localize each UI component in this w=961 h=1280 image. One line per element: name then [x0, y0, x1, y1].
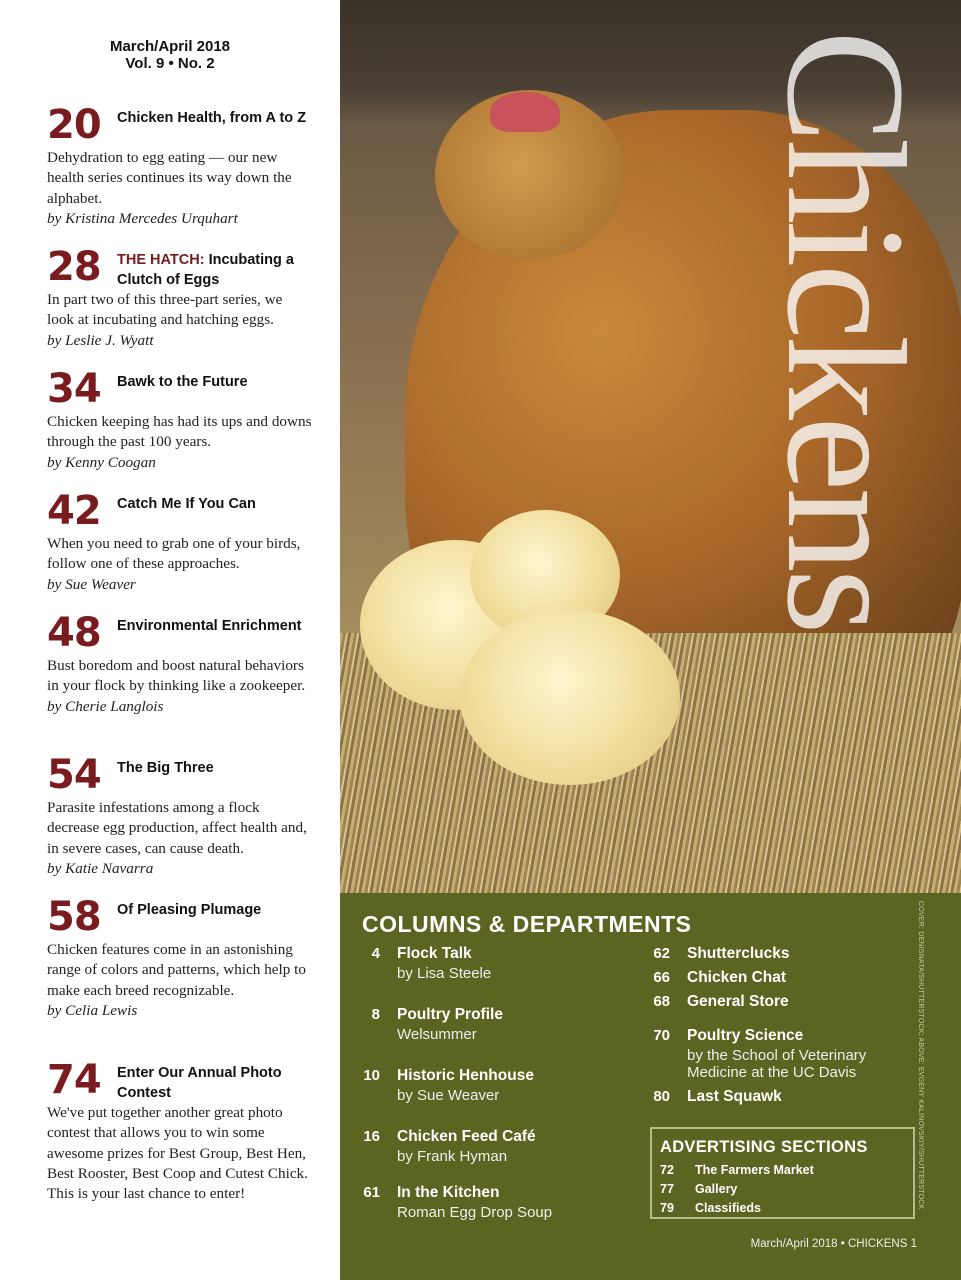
article-title-text: Enter Our Annual Photo Contest [117, 1065, 282, 1101]
article-entry[interactable]: 48 Environmental Enrichment Bust boredom… [47, 610, 312, 717]
chick [460, 610, 680, 785]
article-byline: by Sue Weaver [47, 575, 136, 593]
issue-info: March/April 2018 Vol. 9 • No. 2 [0, 38, 340, 72]
advertising-item[interactable]: 72 The Farmers Market [660, 1161, 905, 1180]
advertising-page: 72 [660, 1163, 674, 1177]
department-subtitle: by the School of Veterinary Medicine at … [687, 1047, 867, 1081]
article-entry[interactable]: 74 Enter Our Annual Photo Contest We've … [47, 1057, 312, 1204]
department-page: 80 [653, 1088, 670, 1105]
advertising-page: 77 [660, 1182, 674, 1196]
article-title: The Big Three [117, 758, 312, 798]
article-title: Enter Our Annual Photo Contest [117, 1063, 312, 1103]
department-name: In the Kitchen [397, 1184, 500, 1201]
article-title-text: Chicken Health, from A to Z [117, 110, 307, 126]
department-subtitle: Welsummer [397, 1026, 477, 1043]
article-entry[interactable]: 58 Of Pleasing Plumage Chicken features … [47, 894, 312, 1021]
section-heading: COLUMNS & DEPARTMENTS [362, 911, 692, 937]
magazine-logo: Chickens [752, 30, 940, 631]
article-byline: by Kenny Coogan [47, 453, 156, 471]
article-page: 20 [47, 102, 102, 148]
article-byline: by Katie Navarra [47, 859, 154, 877]
article-entry[interactable]: 34 Bawk to the Future Chicken keeping ha… [47, 366, 312, 473]
department-name: Flock Talk [397, 945, 472, 962]
article-title-text: The Big Three [117, 760, 214, 776]
hen-comb [490, 92, 560, 132]
department-page: 61 [363, 1184, 380, 1201]
article-kicker: THE HATCH: [117, 252, 205, 268]
article-title-text: Catch Me If You Can [117, 496, 256, 512]
department-page: 8 [371, 1006, 380, 1023]
department-subtitle: Roman Egg Drop Soup [397, 1204, 553, 1221]
article-page: 34 [47, 366, 102, 412]
issue-volume: Vol. 9 • No. 2 [125, 55, 215, 72]
article-title: Bawk to the Future [117, 372, 312, 412]
department-name: Chicken Feed Café [397, 1128, 536, 1145]
department-name: Shutterclucks [687, 945, 790, 962]
advertising-sections: ADVERTISING SECTIONS 72 The Farmers Marke… [650, 1127, 915, 1219]
article-title: Of Pleasing Plumage [117, 900, 312, 940]
article-title-text: Bawk to the Future [117, 374, 248, 390]
article-title: THE HATCH: Incubating a Clutch of Eggs [117, 250, 312, 290]
article-byline: by Cherie Langlois [47, 697, 164, 715]
department-name: Historic Henhouse [397, 1067, 534, 1084]
cover-photo: Chickens [340, 0, 961, 893]
article-description: We've put together another great photo c… [47, 1104, 308, 1203]
article-byline: by Celia Lewis [47, 1001, 138, 1019]
article-byline: by Kristina Mercedes Urquhart [47, 209, 238, 227]
department-subtitle: by Sue Weaver [397, 1087, 500, 1104]
department-page: 70 [653, 1027, 670, 1044]
department-page: 16 [363, 1128, 380, 1145]
department-subtitle: by Frank Hyman [397, 1148, 508, 1165]
article-page: 48 [47, 610, 102, 656]
article-title-text: Incubating a Clutch of Eggs [117, 252, 294, 288]
article-title-text: Environmental Enrichment [117, 618, 302, 634]
article-description: Chicken keeping has had its ups and down… [47, 413, 312, 451]
article-entry[interactable]: 42 Catch Me If You Can When you need to … [47, 488, 312, 595]
contents-column: March/April 2018 Vol. 9 • No. 2 20 Chick… [0, 0, 340, 1280]
department-subtitle: by Lisa Steele [397, 965, 492, 982]
photo-credit: COVER: DENISNATA/SHUTTERSTOCK; ABOVE: EV… [917, 901, 924, 1210]
article-entry[interactable]: 54 The Big Three Parasite infestations a… [47, 752, 312, 879]
advertising-name: Gallery [695, 1182, 738, 1196]
article-title-text: Of Pleasing Plumage [117, 902, 262, 918]
article-description: When you need to grab one of your birds,… [47, 535, 301, 573]
article-page: 74 [47, 1057, 102, 1103]
department-page: 66 [653, 969, 670, 986]
article-title: Catch Me If You Can [117, 494, 312, 534]
page-footer: March/April 2018 • CHICKENS 1 [750, 1238, 917, 1250]
department-page: 62 [653, 945, 670, 962]
article-description: In part two of this three-part series, w… [47, 291, 283, 329]
advertising-item[interactable]: 79 Classifieds [660, 1199, 905, 1218]
department-page: 10 [363, 1067, 380, 1084]
advertising-page: 79 [660, 1201, 674, 1215]
department-name: Chicken Chat [687, 969, 787, 986]
department-name: Poultry Science [687, 1027, 804, 1044]
advertising-heading: ADVERTISING SECTIONS [660, 1138, 868, 1156]
department-page: 68 [653, 993, 670, 1010]
article-description: Dehydration to egg eating — our new heal… [47, 149, 292, 207]
article-page: 28 [47, 244, 102, 290]
article-entry[interactable]: 20 Chicken Health, from A to Z Dehydrati… [47, 102, 312, 229]
department-name: General Store [687, 993, 789, 1010]
advertising-item[interactable]: 77 Gallery [660, 1180, 905, 1199]
advertising-name: Classifieds [695, 1201, 762, 1215]
issue-date: March/April 2018 [109, 38, 231, 55]
article-page: 54 [47, 752, 102, 798]
department-name: Last Squawk [687, 1088, 782, 1105]
article-description: Bust boredom and boost natural behaviors… [47, 657, 306, 695]
article-entry[interactable]: 28 THE HATCH: Incubating a Clutch of Egg… [47, 244, 312, 351]
article-byline: by Leslie J. Wyatt [47, 331, 154, 349]
article-title: Environmental Enrichment [117, 616, 312, 656]
advertising-name: The Farmers Market [695, 1163, 814, 1177]
article-title: Chicken Health, from A to Z [117, 108, 312, 148]
department-name: Poultry Profile [397, 1006, 503, 1023]
columns-departments: COLUMNS & DEPARTMENTS 4 Flock Talk by Li… [340, 893, 961, 1280]
article-page: 42 [47, 488, 102, 534]
article-page: 58 [47, 894, 102, 940]
article-description: Chicken features come in an astonishing … [47, 941, 306, 999]
article-description: Parasite infestations among a flock decr… [47, 799, 307, 857]
department-page: 4 [371, 945, 380, 962]
